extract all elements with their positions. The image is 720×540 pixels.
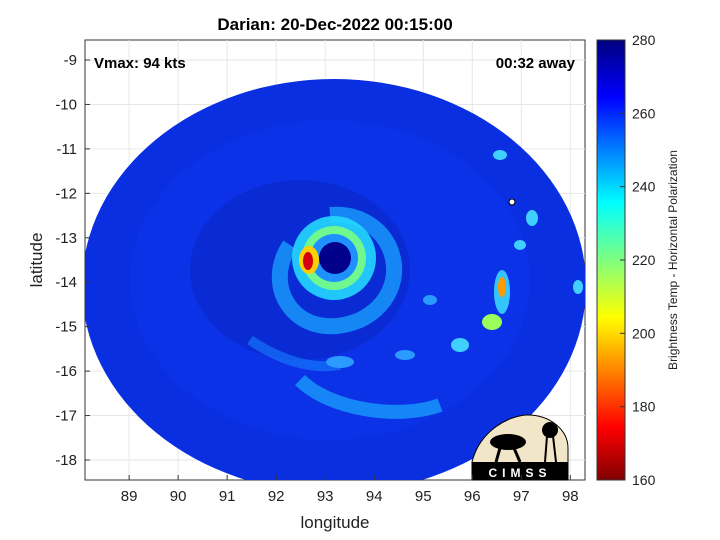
y-axis-ticks: -9 -10 -11 -12 -13 -14 -15 -16 -17 -18 — [55, 52, 90, 469]
warm-spot — [303, 252, 313, 270]
x-tick-label: 96 — [464, 488, 481, 505]
colorbar-ticks: 280 260 240 220 200 180 160 — [620, 32, 656, 488]
convective-cell — [395, 350, 415, 360]
colorbar-label: Brightness Temp - Horizontal Polarizatio… — [666, 150, 680, 370]
x-tick-label: 91 — [219, 488, 236, 505]
cyclone-eye — [319, 242, 351, 274]
y-tick-label: -12 — [55, 185, 77, 202]
x-tick-label: 94 — [366, 488, 383, 505]
colorbar-tick-label: 220 — [632, 252, 656, 268]
y-tick-label: -18 — [55, 452, 77, 469]
x-tick-label: 97 — [513, 488, 530, 505]
cimss-logo-text: CIMSS — [488, 466, 551, 480]
time-away-label: 00:32 away — [496, 55, 576, 72]
colorbar-tick-label: 280 — [632, 32, 656, 48]
white-speck — [508, 198, 516, 206]
colorbar-tick-label: 200 — [632, 325, 656, 341]
convective-cell — [451, 338, 469, 352]
x-tick-label: 93 — [317, 488, 334, 505]
convective-cell-hot — [498, 277, 506, 297]
colorbar-tick-label: 160 — [632, 472, 656, 488]
microwave-swath — [85, 79, 585, 480]
y-axis-label: latitude — [27, 233, 46, 288]
convective-cell — [514, 240, 526, 250]
convective-cell — [326, 356, 354, 368]
convective-cell — [493, 150, 507, 160]
vmax-label: Vmax: 94 kts — [94, 55, 186, 72]
colorbar-tick-label: 180 — [632, 399, 656, 415]
y-tick-label: -16 — [55, 363, 77, 380]
y-tick-label: -13 — [55, 230, 77, 247]
convective-cell — [573, 280, 583, 294]
y-tick-label: -11 — [56, 141, 77, 158]
cimss-logo: CIMSS — [471, 414, 569, 481]
x-tick-label: 89 — [121, 488, 138, 505]
x-axis-label: longitude — [300, 513, 369, 532]
y-tick-label: -17 — [55, 408, 77, 425]
y-tick-label: -15 — [55, 319, 77, 336]
y-tick-label: -9 — [64, 52, 77, 69]
convective-cell — [482, 314, 502, 330]
x-tick-label: 90 — [170, 488, 187, 505]
x-tick-label: 95 — [415, 488, 432, 505]
x-tick-label: 92 — [268, 488, 285, 505]
convective-cell — [526, 210, 538, 226]
chart-title: Darian: 20-Dec-2022 00:15:00 — [217, 15, 452, 34]
x-axis-ticks: 89 90 91 92 93 94 95 96 97 98 — [121, 475, 579, 505]
colorbar-tick-label: 240 — [632, 179, 656, 195]
x-tick-label: 98 — [562, 488, 579, 505]
convective-cell — [423, 295, 437, 305]
rainband-outer — [271, 206, 403, 335]
colorbar-tick-label: 260 — [632, 105, 656, 121]
y-tick-label: -10 — [55, 96, 77, 113]
y-tick-label: -14 — [55, 274, 77, 291]
rainband-south — [295, 374, 443, 419]
